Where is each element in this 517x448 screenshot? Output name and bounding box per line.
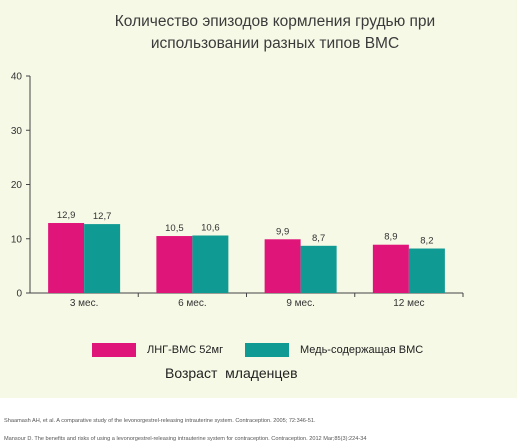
data-label: 8,2 bbox=[420, 236, 433, 247]
bar-copper bbox=[192, 235, 229, 293]
data-label: 8,9 bbox=[384, 232, 397, 243]
y-tick-label: 30 bbox=[11, 126, 23, 137]
data-label: 12,9 bbox=[57, 210, 76, 221]
bar-lng bbox=[156, 236, 193, 293]
legend-item-copper: Медь-содержащая ВМС bbox=[245, 343, 423, 357]
x-axis-title: Возраст младенцев bbox=[165, 365, 298, 381]
y-tick-label: 20 bbox=[11, 180, 23, 191]
chart-panel: Количество эпизодов кормления грудью при… bbox=[0, 0, 517, 398]
x-tick-label: 9 мес. bbox=[286, 298, 315, 309]
chart-title-line-2: использовании разных типов ВМС bbox=[150, 35, 400, 52]
data-label: 8,7 bbox=[312, 233, 325, 244]
bar-lng bbox=[264, 239, 301, 293]
bar-copper bbox=[300, 245, 337, 293]
y-tick-label: 0 bbox=[16, 289, 22, 300]
reference-2: Mansour D. The benefits and risks of usi… bbox=[4, 436, 367, 442]
y-tick-label: 40 bbox=[11, 72, 23, 83]
bar-chart: 0 10 20 30 40 3 мес. 12,9 12,7 6 мес. 10,5 10,6 9 м… bbox=[11, 72, 464, 309]
bar-lng bbox=[372, 244, 409, 293]
bar-copper bbox=[84, 224, 121, 293]
legend-swatch-copper bbox=[245, 343, 289, 357]
data-label: 10,6 bbox=[201, 222, 220, 233]
x-tick-label: 3 мес. bbox=[70, 298, 99, 309]
chart-title-line-1: Количество эпизодов кормления грудью при bbox=[114, 13, 436, 30]
bar-copper bbox=[408, 248, 445, 293]
legend-label-copper: Медь-содержащая ВМС bbox=[300, 344, 424, 356]
data-label: 10,5 bbox=[165, 223, 184, 234]
legend-item-lng: ЛНГ-ВМС 52мг bbox=[92, 343, 223, 357]
legend-swatch-lng bbox=[92, 343, 136, 357]
bar-lng bbox=[48, 223, 85, 293]
x-tick-label: 6 мес. bbox=[178, 298, 207, 309]
data-label: 12,7 bbox=[93, 211, 112, 222]
y-tick-label: 10 bbox=[11, 234, 23, 245]
x-tick-label: 12 мес bbox=[393, 298, 424, 309]
legend-label-lng: ЛНГ-ВМС 52мг bbox=[147, 344, 224, 356]
data-label: 9,9 bbox=[276, 226, 289, 237]
reference-1: Shaamash AH, et al. A comparative study … bbox=[4, 418, 316, 424]
